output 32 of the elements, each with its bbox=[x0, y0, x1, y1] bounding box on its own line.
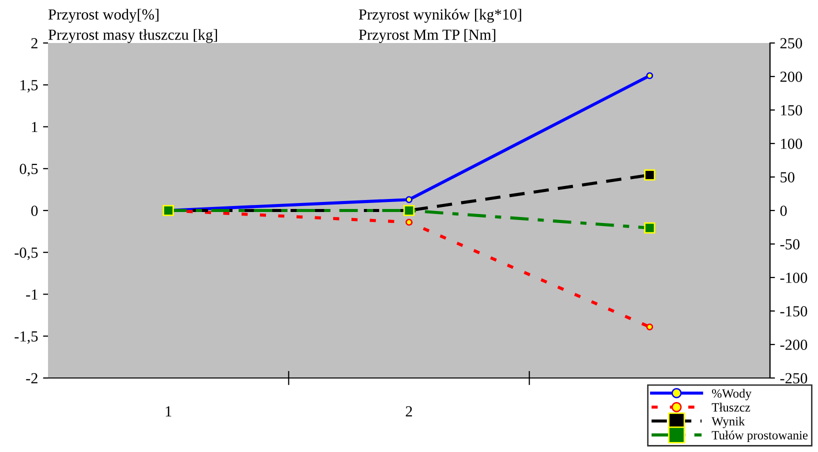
y-tick-label: -0,5 bbox=[14, 248, 38, 260]
point bbox=[646, 323, 654, 330]
y2-tick-label: -150 bbox=[780, 306, 808, 316]
y-tick-label: 0,5 bbox=[20, 164, 38, 176]
y2-tick-label: -200 bbox=[780, 340, 808, 350]
point bbox=[646, 72, 654, 80]
y-tick-label: 1,5 bbox=[20, 80, 38, 93]
point bbox=[406, 218, 412, 226]
y-tick-label: -1 bbox=[26, 289, 38, 300]
point bbox=[644, 222, 656, 234]
legend-label: Tułów prostowanie bbox=[712, 430, 808, 442]
legend-label: Wynik bbox=[712, 416, 745, 428]
y-tick-label: -2 bbox=[26, 373, 38, 384]
y2-tick-label: -100 bbox=[780, 272, 808, 283]
legend-label: %Wody bbox=[712, 388, 752, 400]
y2-tick-label: 150 bbox=[781, 105, 802, 116]
y2-tick-label: -250 bbox=[780, 373, 808, 384]
point bbox=[406, 196, 412, 204]
legend-label: Tłuszcz bbox=[712, 402, 750, 412]
y-tick-label: 2 bbox=[31, 38, 38, 48]
y2-axis-title: Przyrost wyników [kg*10] Przyrost Mm TP [Nm] bbox=[358, 8, 522, 43]
y-axis-title: Przyrost wody[%] Przyrost masy tłuszczu [kg] bbox=[48, 8, 217, 43]
y2-tick-label: 250 bbox=[780, 38, 802, 48]
y-tick-label: 1 bbox=[32, 122, 38, 132]
point bbox=[644, 169, 656, 181]
y2-tick-label: 0 bbox=[780, 206, 787, 216]
y2-tick-label: 50 bbox=[780, 172, 794, 182]
y2-tick-label: 100 bbox=[781, 138, 802, 149]
y2-tick-label: -50 bbox=[780, 239, 800, 250]
y-tick-label: 0 bbox=[31, 206, 38, 216]
y2-tick-label: 200 bbox=[780, 72, 802, 82]
y-tick-label: -1,5 bbox=[14, 331, 38, 344]
